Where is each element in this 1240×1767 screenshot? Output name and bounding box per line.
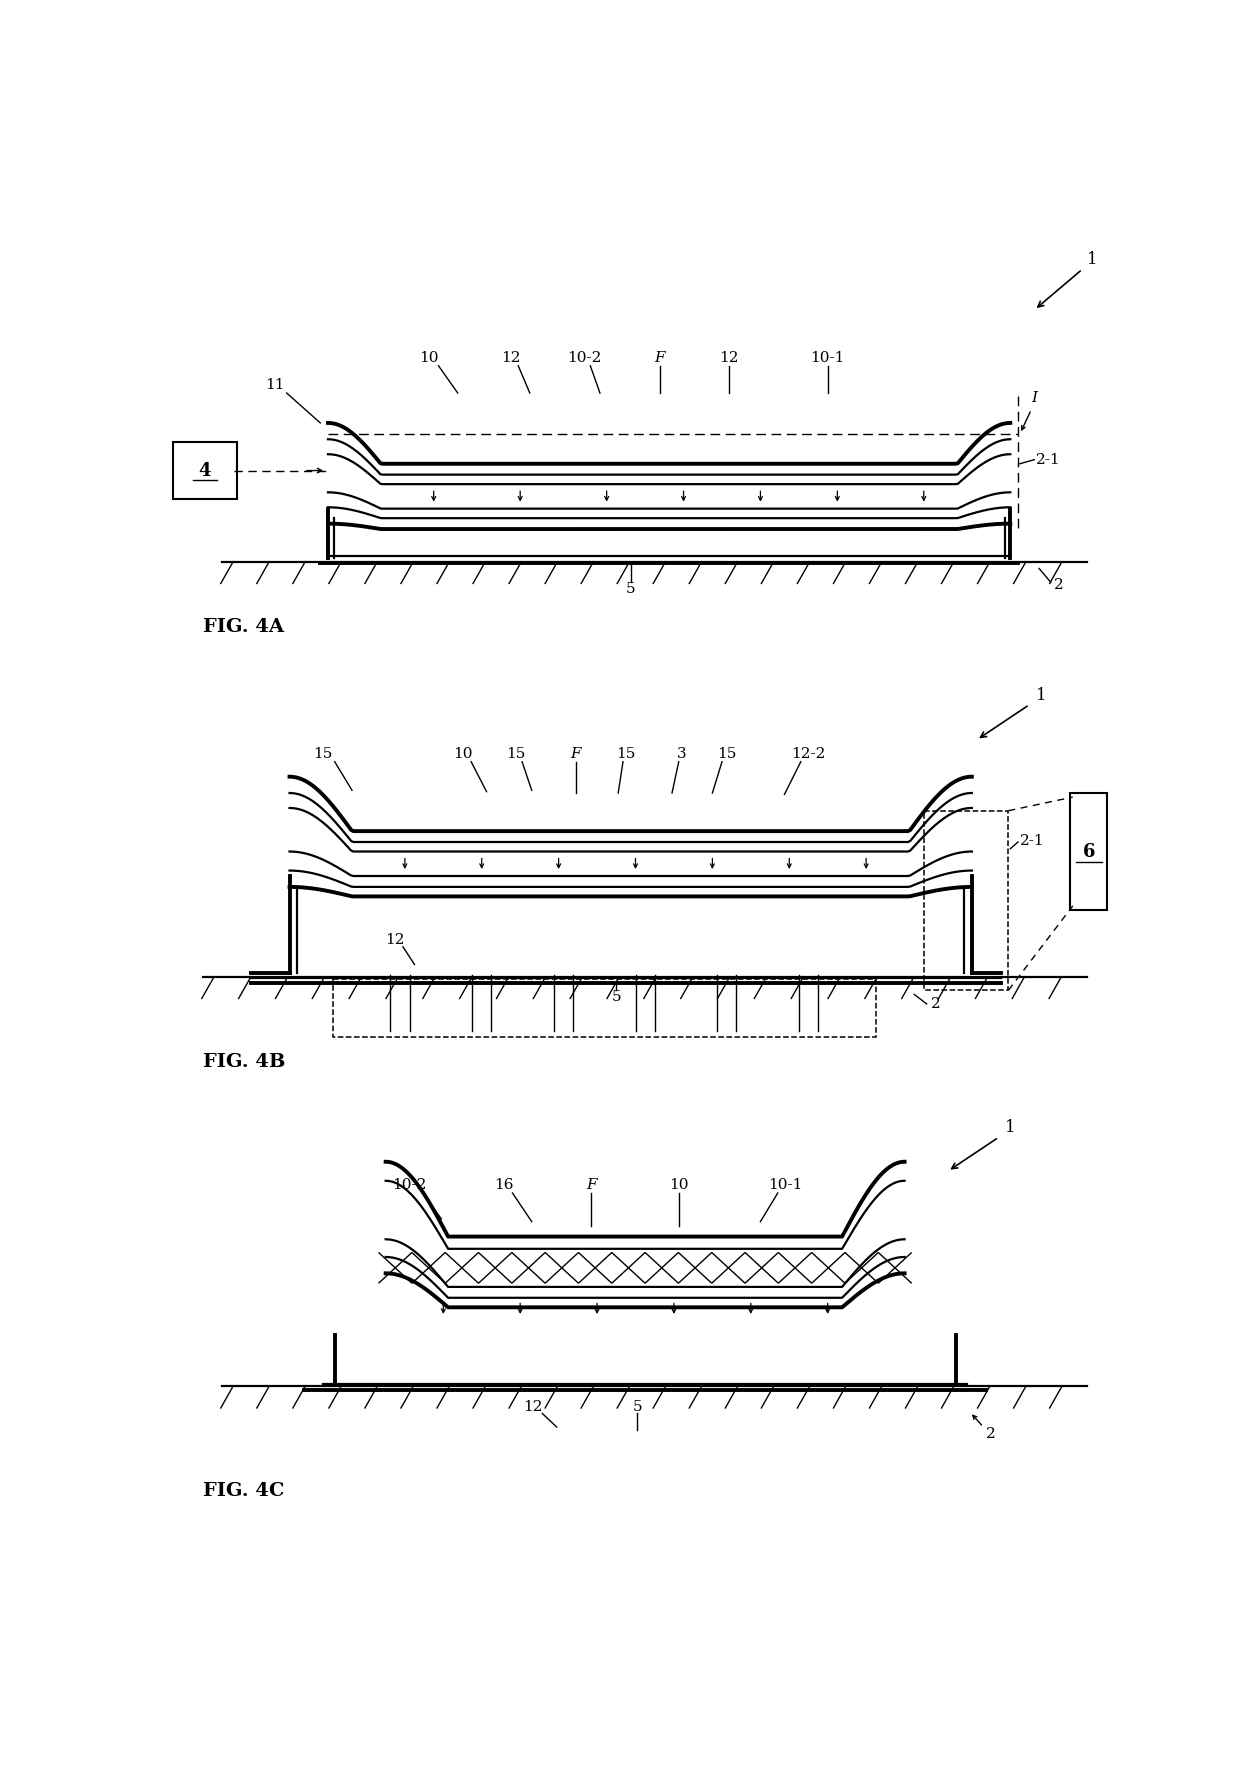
Bar [332,979,875,1037]
Text: 15: 15 [314,746,332,760]
Text: 1: 1 [1035,687,1047,703]
Text: FIG. 4A: FIG. 4A [203,618,284,636]
Text: 6: 6 [1083,843,1095,861]
Text: 2-1: 2-1 [1019,834,1044,848]
Text: 4: 4 [198,461,211,479]
Text: 12: 12 [386,933,405,947]
Text: 10-2: 10-2 [393,1179,427,1193]
Text: F: F [587,1179,596,1193]
Text: 1: 1 [1086,251,1097,269]
Text: 15: 15 [616,746,636,760]
Text: 15: 15 [717,746,737,760]
Text: 1: 1 [1004,1119,1016,1136]
Text: 12: 12 [719,350,739,364]
Bar [924,811,1008,990]
Text: 2-1: 2-1 [1037,452,1061,466]
Text: 10: 10 [453,746,472,760]
Text: 15: 15 [506,746,525,760]
Text: 10-2: 10-2 [568,350,601,364]
Text: 3: 3 [677,746,687,760]
Text: 5: 5 [632,1399,642,1414]
Text: 12: 12 [523,1399,542,1414]
Text: I: I [1032,392,1038,405]
Text: FIG. 4B: FIG. 4B [203,1053,285,1071]
Text: 5: 5 [626,581,636,595]
Text: 10: 10 [670,1179,688,1193]
Text: F: F [655,350,665,364]
Text: 2: 2 [1054,578,1063,592]
Text: 5: 5 [611,990,621,1004]
Text: 10-1: 10-1 [769,1179,802,1193]
Text: 11: 11 [265,378,285,392]
Text: 10-1: 10-1 [811,350,844,364]
Text: 12-2: 12-2 [791,746,826,760]
Text: 2: 2 [986,1426,996,1440]
Text: 12: 12 [501,350,521,364]
Text: FIG. 4C: FIG. 4C [203,1483,284,1500]
Text: 10: 10 [419,350,439,364]
Text: 2: 2 [930,997,940,1011]
Text: 16: 16 [494,1179,513,1193]
Text: F: F [570,746,582,760]
